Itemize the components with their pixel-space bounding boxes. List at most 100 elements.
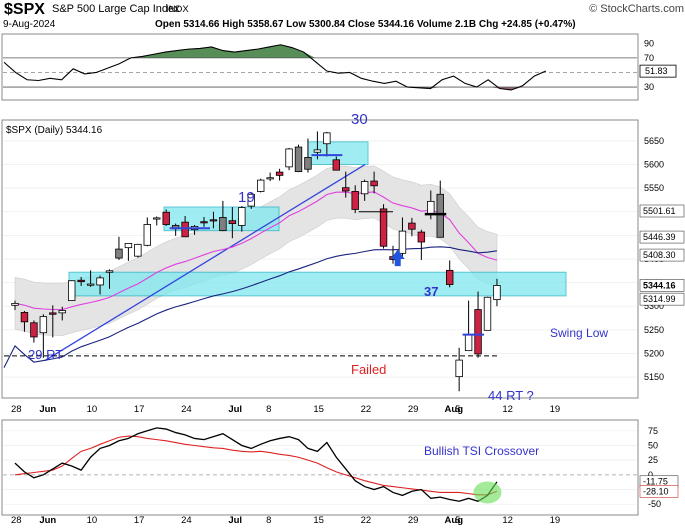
annotation-30: 30 bbox=[351, 111, 368, 128]
candle-body bbox=[398, 230, 407, 254]
watermark: © StockCharts.com bbox=[589, 3, 684, 15]
ma-long-line bbox=[3, 246, 498, 368]
tsi-line bbox=[14, 427, 498, 502]
crossover-highlight bbox=[473, 481, 502, 504]
annotation-19: 19 bbox=[238, 189, 255, 206]
price-xtick: 8 bbox=[266, 404, 271, 415]
candle-body bbox=[39, 316, 48, 334]
candle-body bbox=[200, 221, 208, 224]
tsi-ytick: 75 bbox=[648, 426, 658, 436]
candle-body bbox=[20, 311, 29, 323]
candle-body bbox=[351, 191, 359, 210]
support-zone bbox=[68, 271, 567, 297]
quote-line: Open 5314.66 High 5358.67 Low 5300.84 Cl… bbox=[155, 19, 576, 30]
price-xtick: 17 bbox=[134, 404, 145, 415]
price-xtick: Aug bbox=[445, 404, 464, 415]
candle-body bbox=[181, 221, 189, 238]
candle-body bbox=[11, 303, 19, 306]
price-xtick: 24 bbox=[181, 404, 192, 415]
candle-body bbox=[436, 193, 444, 238]
indicator-ytick: 90 bbox=[644, 38, 654, 48]
candle-body bbox=[370, 180, 378, 187]
candle-body bbox=[342, 187, 350, 192]
index-name: S&P 500 Large Cap Index bbox=[52, 3, 180, 15]
indicator-last-value-box bbox=[639, 64, 677, 78]
candle-body bbox=[294, 146, 303, 173]
candle-body bbox=[124, 243, 133, 249]
indicator-overbought-fill bbox=[4, 44, 546, 58]
annotation-swing-low: Swing Low bbox=[550, 326, 608, 340]
price-xtick: 28 bbox=[11, 404, 22, 415]
price-ytick: 5650 bbox=[644, 136, 664, 146]
candle-body bbox=[275, 171, 284, 176]
indicator-ytick: 70 bbox=[644, 53, 654, 63]
candle-body bbox=[474, 309, 482, 355]
ma-long-last-box bbox=[639, 230, 685, 244]
candle-body bbox=[86, 283, 95, 286]
candle-body bbox=[379, 208, 388, 247]
band-lower-last-box bbox=[639, 292, 685, 306]
price-envelope-band bbox=[14, 165, 498, 336]
indicator-panel bbox=[1, 33, 639, 101]
annotation-29rt: 29 RT bbox=[28, 347, 63, 362]
candle-body bbox=[228, 220, 237, 224]
indicator-last-value: 51.83 bbox=[645, 66, 668, 76]
candle-body bbox=[256, 179, 265, 192]
ma-short-last: 5344.16 bbox=[643, 280, 676, 290]
tsi-ytick: 0 bbox=[648, 470, 653, 480]
indicator-oversold-fill bbox=[4, 87, 546, 90]
tsi-ytick: -50 bbox=[648, 499, 661, 509]
symbol: $SPX bbox=[4, 1, 45, 18]
tsi-panel bbox=[1, 419, 639, 516]
ma-short-last-box bbox=[639, 279, 685, 292]
candle-body bbox=[49, 312, 57, 315]
indicator-line bbox=[3, 44, 547, 91]
price-xtick: Jun bbox=[39, 404, 56, 415]
tsi-ytick: 25 bbox=[648, 455, 658, 465]
price-ytick: 5300 bbox=[644, 301, 664, 311]
candle-body bbox=[238, 207, 246, 226]
annotation-failed: Failed bbox=[351, 362, 386, 377]
price-xtick: 19 bbox=[550, 404, 561, 415]
annotation-44rt: 44 RT ? bbox=[488, 388, 534, 403]
extra-last: 5408.30 bbox=[643, 250, 676, 260]
price-xtick: 10 bbox=[87, 404, 98, 415]
tsi-xtick: Jul bbox=[228, 515, 242, 526]
candle-body bbox=[143, 224, 151, 246]
candle-body bbox=[332, 159, 340, 171]
price-ytick: 5600 bbox=[644, 160, 664, 170]
candle-body bbox=[285, 148, 293, 168]
exchange: INDX bbox=[166, 4, 189, 15]
price-xtick: 15 bbox=[313, 404, 324, 415]
price-panel bbox=[1, 119, 639, 399]
tsi-xtick: 24 bbox=[181, 515, 192, 526]
price-layer: 5650560055505500545054005350530052505200… bbox=[3, 131, 685, 526]
price-ytick: 5550 bbox=[644, 183, 664, 193]
extra-last-box bbox=[639, 248, 685, 262]
candle-body bbox=[408, 222, 416, 230]
price-ytick: 5200 bbox=[644, 348, 664, 358]
candle-body bbox=[427, 200, 435, 215]
tsi-xtick: 8 bbox=[266, 515, 271, 526]
tsi-xtick: Aug bbox=[445, 515, 464, 526]
price-xtick: 12 bbox=[502, 404, 513, 415]
candle-body bbox=[96, 277, 104, 286]
candle-body bbox=[266, 177, 274, 180]
price-panel-label: $SPX (Daily) 5344.16 bbox=[6, 125, 103, 136]
candle-body bbox=[115, 248, 123, 259]
tsi-xtick: 19 bbox=[550, 515, 561, 526]
tsi-ytick: 50 bbox=[648, 440, 658, 450]
band-lower-last: 5314.99 bbox=[643, 294, 676, 304]
arrow-marker bbox=[390, 249, 405, 267]
candle-body bbox=[153, 217, 161, 220]
trend-line bbox=[44, 163, 366, 362]
ma-long-last: 5446.39 bbox=[643, 232, 676, 242]
candle-body bbox=[304, 157, 312, 170]
tsi-signal-last-box bbox=[639, 485, 679, 498]
price-xtick: 22 bbox=[361, 404, 372, 415]
candle-body bbox=[455, 359, 463, 378]
price-ytick: 5150 bbox=[644, 372, 664, 382]
tsi-xtick: 28 bbox=[11, 515, 22, 526]
